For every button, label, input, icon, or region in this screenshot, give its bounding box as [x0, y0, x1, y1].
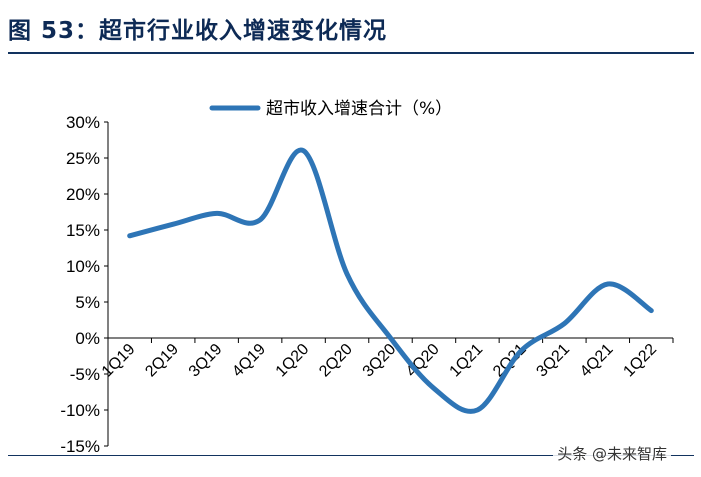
series-point: [388, 336, 393, 341]
y-tick-label: -5%: [70, 365, 100, 384]
bottom-divider: [8, 455, 694, 456]
x-tick-label: 4Q21: [577, 341, 617, 381]
y-tick-label: 25%: [66, 149, 100, 168]
series-point: [171, 222, 176, 227]
y-tick-label: -15%: [60, 437, 100, 456]
y-tick-label: 15%: [66, 221, 100, 240]
y-tick-label: 10%: [66, 257, 100, 276]
series-point: [258, 217, 263, 222]
series-point: [301, 148, 306, 153]
series-point: [518, 348, 523, 353]
x-tick-label: 4Q19: [229, 341, 269, 381]
y-tick-label: 5%: [75, 293, 100, 312]
chart-axes: [104, 121, 674, 447]
legend-label: 超市收入增速合计（%）: [266, 99, 452, 119]
series-point: [605, 282, 610, 287]
y-tick-label: -10%: [60, 401, 100, 420]
series-line: [127, 147, 654, 414]
y-tick-label: 30%: [66, 113, 100, 132]
series-point: [649, 308, 654, 313]
series-point: [562, 321, 567, 326]
series-point: [345, 271, 350, 276]
title-divider: [8, 52, 694, 54]
y-tick-label: 20%: [66, 185, 100, 204]
series-point: [127, 233, 132, 238]
series-point: [214, 211, 219, 216]
x-tick-label: 1Q19: [99, 341, 139, 381]
legend: 超市收入增速合计（%）: [209, 99, 452, 119]
x-tick-labels: 1Q19 2Q19 3Q19 4Q19 1Q20 2Q20 3Q20 4Q20 1Q21 2Q21…: [99, 341, 660, 381]
x-tick-label: 3Q19: [186, 341, 226, 381]
x-tick-label: 1Q20: [273, 341, 313, 381]
x-tick-label: 3Q20: [360, 341, 400, 381]
figure-title: 图 53：超市行业收入增速变化情况: [8, 18, 388, 44]
series-point: [475, 408, 480, 413]
series-group: [127, 147, 654, 414]
y-tick-label: 0%: [75, 329, 100, 348]
x-tick-label: 2Q19: [142, 341, 182, 381]
x-tick-label: 3Q21: [533, 341, 573, 381]
y-tick-labels: 30% 25% 20% 15% 10% 5% 0% -5% -10% -15%: [60, 113, 100, 456]
series-point: [431, 386, 436, 391]
x-tick-label: 1Q21: [447, 341, 487, 381]
x-tick-label: 2Q20: [316, 341, 356, 381]
x-tick-label: 1Q22: [620, 341, 660, 381]
watermark: 头条 @未来智库: [553, 444, 671, 464]
